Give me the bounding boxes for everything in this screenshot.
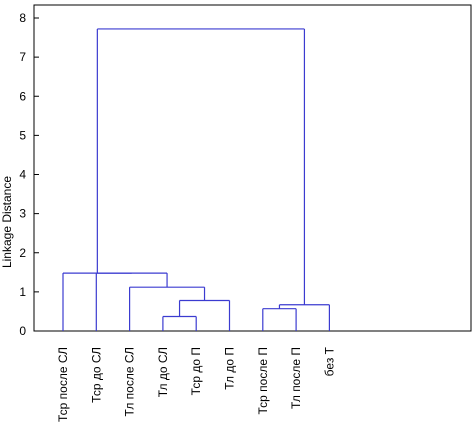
y-tick-label: 7 [19, 50, 26, 64]
y-tick-label: 4 [19, 168, 26, 182]
y-tick-label: 0 [19, 324, 26, 338]
y-tick-label: 3 [19, 207, 26, 221]
y-tick-label: 5 [19, 128, 26, 142]
y-axis: 0 1 2 3 4 5 6 7 8 [19, 11, 39, 338]
y-axis-label: Linkage Distance [0, 176, 14, 268]
leaf-label: Тл после П [289, 347, 303, 409]
plot-frame [33, 4, 472, 332]
leaf-label: без Т [322, 346, 336, 376]
leaf-label: Тср до П [189, 347, 203, 395]
leaf-label: Тср до СЛ [89, 347, 103, 403]
leaf-label: Тл после СЛ [123, 347, 137, 416]
y-tick-label: 8 [19, 11, 26, 25]
leaf-label: Тл до П [223, 347, 237, 390]
y-tick-label: 2 [19, 246, 26, 260]
leaf-labels: Тср после СЛ Тср до СЛ Тл после СЛ Тл до СЛ… [56, 346, 336, 422]
dendrogram-links [62, 28, 330, 331]
leaf-label: Тср после П [256, 347, 270, 414]
leaf-label: Тср после СЛ [56, 347, 70, 422]
y-tick-label: 6 [19, 89, 26, 103]
leaf-label: Тл до СЛ [156, 347, 170, 397]
y-tick-label: 1 [19, 285, 26, 299]
